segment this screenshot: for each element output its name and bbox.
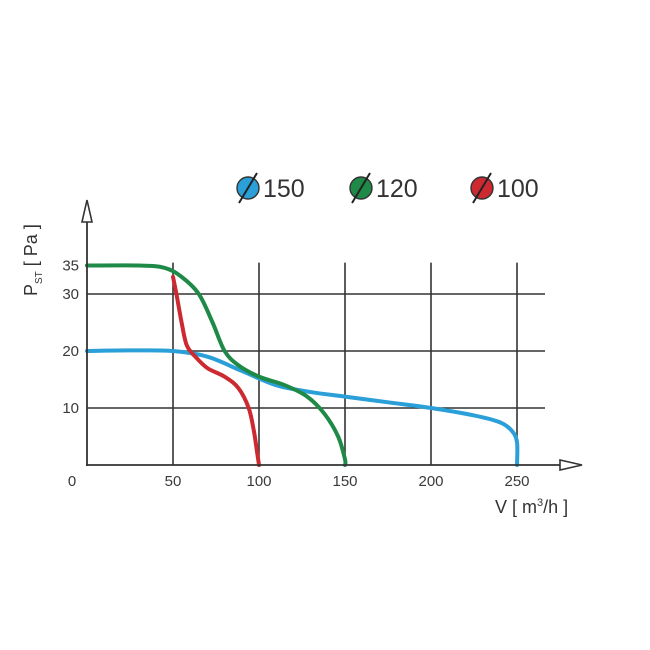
legend: 150 120 100	[236, 172, 539, 204]
x-tick-label: 100	[246, 473, 271, 490]
legend-item: 150	[236, 172, 305, 204]
legend-label: 100	[497, 175, 539, 203]
x-axis-label: V [ m3/h ]	[495, 497, 568, 517]
y-tick-label: 20	[62, 343, 79, 360]
grid-lines	[87, 262, 545, 465]
curves	[85, 263, 520, 467]
x-tick-label: 0	[68, 473, 76, 490]
y-tick-label: 35	[62, 258, 79, 275]
y-tick-label: 10	[62, 400, 79, 417]
x-tick-label: 150	[332, 473, 357, 490]
legend-item: 100	[470, 172, 539, 204]
x-tick-labels: 0 50 100 150 200 250	[68, 473, 530, 490]
y-tick-label: 30	[62, 286, 79, 303]
x-axis-arrow-icon	[559, 458, 583, 472]
legend-label: 150	[263, 175, 305, 203]
legend-item: 120	[349, 172, 418, 204]
y-axis-label: PST [ Pa ]	[21, 224, 45, 296]
x-tick-label: 50	[165, 473, 182, 490]
y-tick-labels: 35 30 20 10	[62, 258, 79, 418]
curve-d150	[85, 348, 520, 467]
x-tick-label: 200	[418, 473, 443, 490]
x-tick-label: 250	[504, 473, 529, 490]
curve-d120	[85, 263, 348, 467]
y-axis-arrow-icon	[80, 199, 94, 223]
axes	[86, 212, 570, 466]
curve-d100	[171, 274, 261, 467]
legend-label: 120	[376, 175, 418, 203]
